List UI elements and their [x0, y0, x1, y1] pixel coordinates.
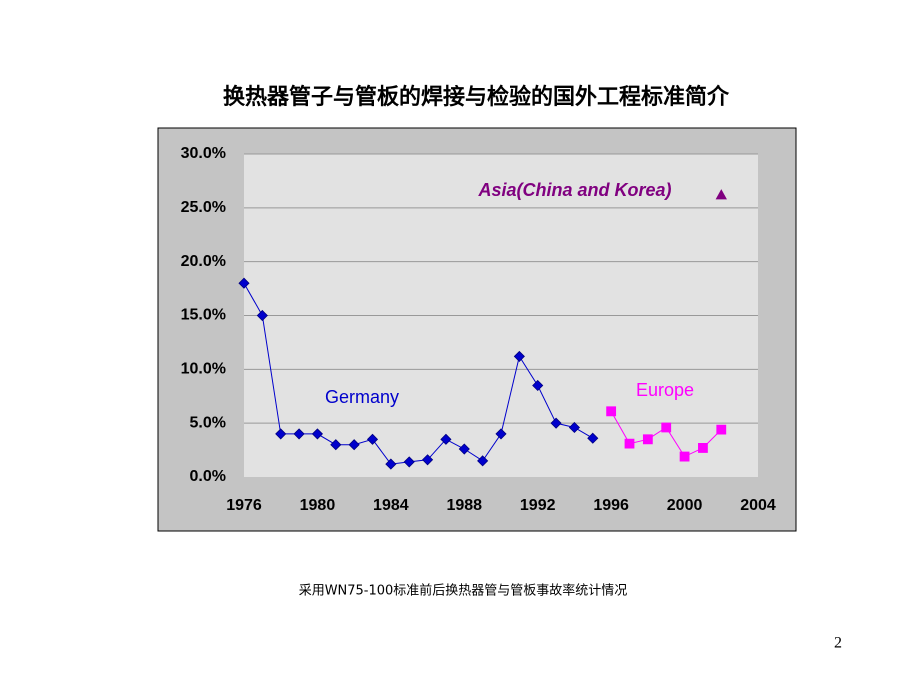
- data-point: [256, 309, 268, 322]
- x-tick-label: 1980: [300, 497, 336, 514]
- y-tick-label: 15.0%: [181, 307, 226, 324]
- data-point: [532, 379, 544, 392]
- data-point: [293, 428, 305, 440]
- data-point: [330, 439, 342, 451]
- x-tick-label: 1984: [373, 497, 409, 514]
- data-point: [606, 406, 617, 417]
- data-point: [679, 451, 690, 462]
- data-point: [348, 439, 360, 451]
- y-tick-label: 5.0%: [190, 414, 226, 431]
- data-point: [495, 428, 507, 440]
- data-point: [661, 422, 672, 433]
- data-point: [698, 443, 708, 453]
- data-point: [403, 456, 415, 468]
- data-point: [385, 458, 397, 470]
- data-point: [311, 428, 323, 440]
- y-tick-label: 10.0%: [181, 361, 226, 378]
- series-label: Germany: [325, 387, 399, 407]
- data-point: [477, 455, 489, 467]
- data-point: [568, 421, 580, 434]
- series-label: Asia(China and Korea): [477, 180, 671, 200]
- data-point: [275, 428, 287, 440]
- x-tick-label: 1996: [593, 497, 629, 514]
- data-point: [587, 432, 599, 444]
- data-point: [366, 433, 379, 445]
- caption: 采用WN75-100标准前后换热器管与管板事故率统计情况: [299, 583, 628, 599]
- data-point: [715, 189, 727, 200]
- page-number: 2: [834, 635, 842, 652]
- data-point: [422, 454, 434, 466]
- data-point: [458, 443, 470, 455]
- data-point: [550, 417, 562, 429]
- data-point: [624, 438, 635, 449]
- y-tick-label: 25.0%: [181, 199, 226, 216]
- x-tick-label: 1976: [226, 497, 262, 514]
- x-tick-label: 2004: [740, 497, 776, 514]
- data-point: [440, 433, 452, 445]
- data-point: [642, 434, 653, 445]
- slide-title: 换热器管子与管板的焊接与检验的国外工程标准简介: [223, 84, 730, 110]
- series-label: Europe: [636, 380, 694, 400]
- y-tick-label: 0.0%: [190, 468, 226, 485]
- x-tick-label: 2000: [667, 497, 703, 514]
- data-point: [238, 277, 250, 289]
- y-tick-label: 30.0%: [181, 145, 226, 162]
- x-tick-label: 1988: [446, 497, 482, 514]
- x-tick-label: 1992: [520, 497, 556, 514]
- data-point: [716, 424, 727, 435]
- data-point: [513, 350, 525, 362]
- y-tick-label: 20.0%: [181, 253, 226, 270]
